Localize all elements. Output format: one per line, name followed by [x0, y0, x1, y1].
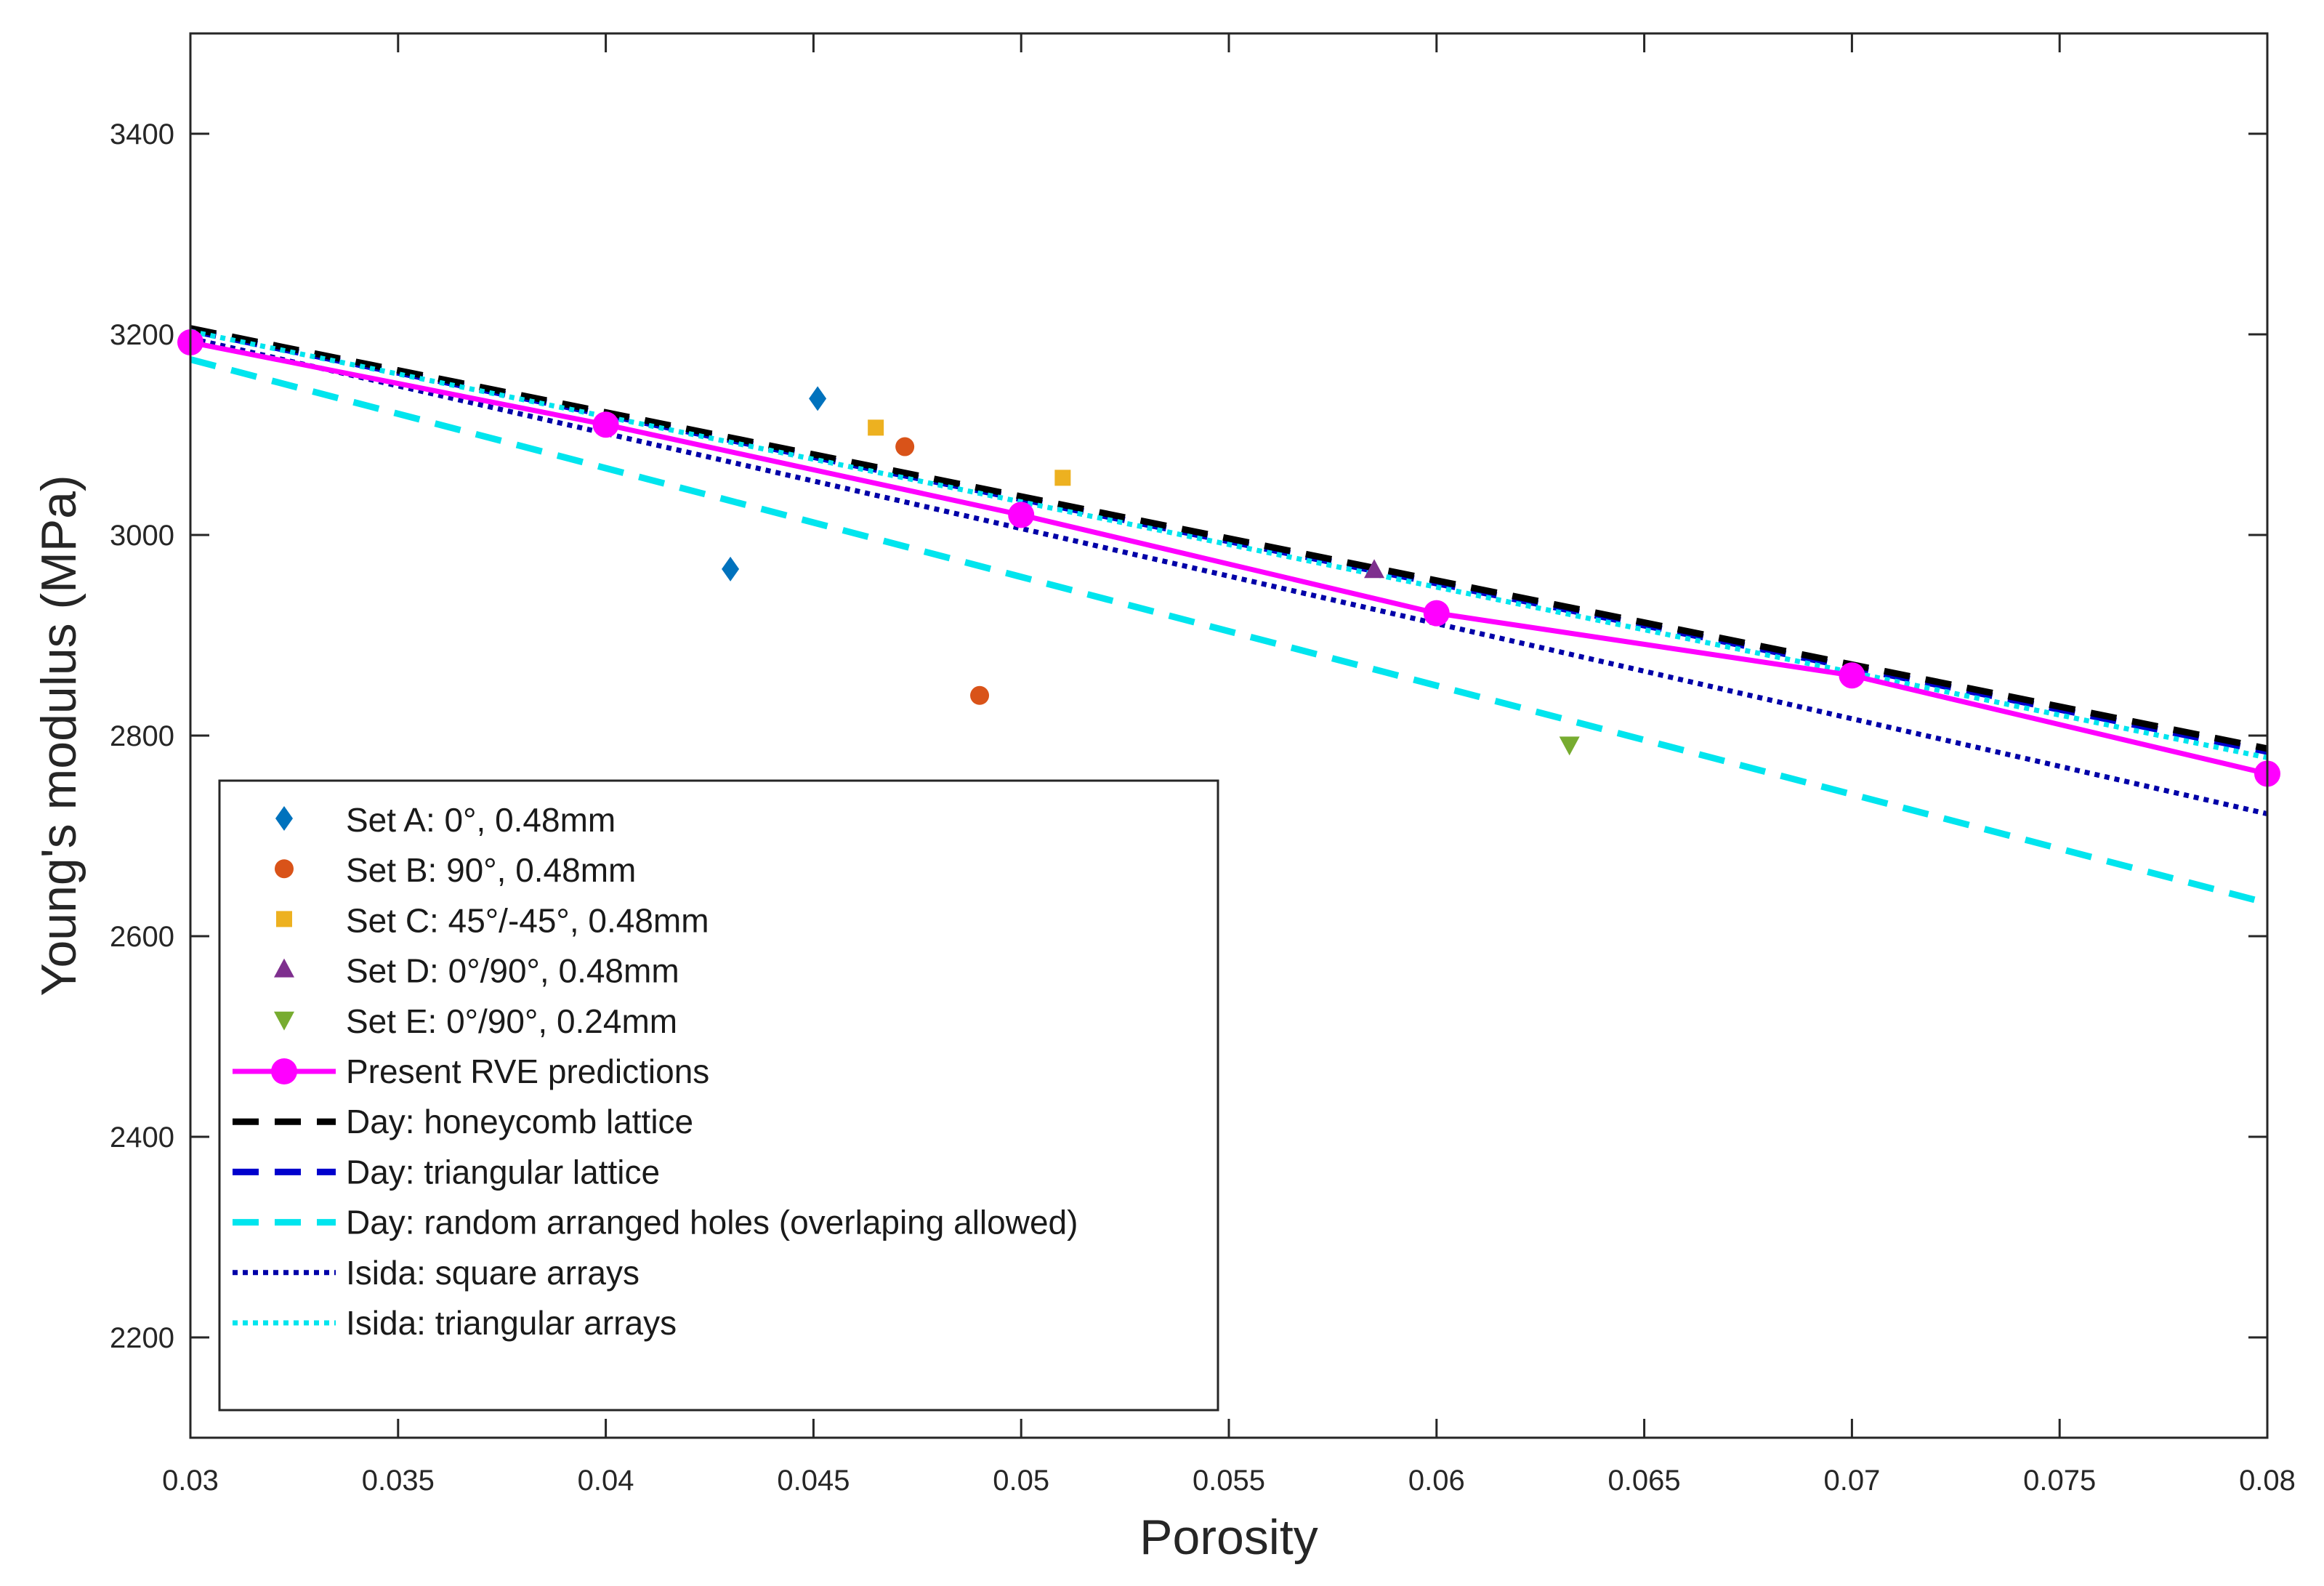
y-tick-label: 2800: [110, 720, 174, 752]
legend-swatch: [275, 806, 293, 831]
legend-label: Present RVE predictions: [346, 1052, 709, 1090]
legend-swatch-marker: [271, 1058, 297, 1084]
x-axis-ticks: 0.03 0.035 0.04 0.045 0.05 0.055 0.06 0.065 0.07…: [162, 33, 2296, 1497]
series-layer: [177, 325, 2280, 906]
y-tick-label: 2400: [110, 1122, 174, 1154]
plot-frame: [189, 32, 2269, 1439]
series-point: [592, 411, 619, 438]
scatter-point: [722, 556, 740, 581]
legend: Set A: 0°, 0.48mm Set B: 90°, 0.48mm Set C…: [218, 779, 1219, 1412]
x-tick-label: 0.08: [2239, 1465, 2296, 1497]
scatter-point: [895, 437, 915, 456]
scatter-point: [868, 419, 884, 436]
y-tick-label: 3400: [110, 118, 174, 150]
series-point: [1423, 600, 1450, 627]
y-tick-label: 3200: [110, 319, 174, 351]
legend-box: [218, 779, 1219, 1412]
legend-label: Day: triangular lattice: [346, 1153, 660, 1191]
x-tick-label: 0.04: [578, 1465, 634, 1497]
series-line: [189, 356, 2269, 906]
legend-swatch: [275, 859, 294, 879]
legend-label: Set B: 90°, 0.48mm: [346, 851, 636, 889]
y-tick-label: 2200: [110, 1322, 174, 1354]
x-tick-label: 0.07: [1823, 1465, 1880, 1497]
x-tick-label: 0.05: [993, 1465, 1049, 1497]
series-point: [1008, 502, 1035, 528]
y-axis-title: Young's modulus (MPa): [31, 475, 86, 996]
legend-swatch: [274, 958, 294, 978]
series-line: [190, 339, 2268, 776]
x-tick-label: 0.075: [2023, 1465, 2096, 1497]
x-tick-label: 0.06: [1408, 1465, 1465, 1497]
x-tick-label: 0.035: [362, 1465, 435, 1497]
series-line: [190, 325, 2268, 752]
y-tick-label: 3000: [110, 520, 174, 552]
legend-label: Set D: 0°/90°, 0.48mm: [346, 952, 679, 990]
x-tick-label: 0.045: [777, 1465, 850, 1497]
legend-label: Set C: 45°/-45°, 0.48mm: [346, 901, 709, 939]
x-tick-label: 0.065: [1608, 1465, 1681, 1497]
x-tick-label: 0.03: [162, 1465, 219, 1497]
scatter-point: [970, 685, 990, 705]
legend-label: Set A: 0°, 0.48mm: [346, 801, 616, 839]
scatter-point: [1364, 559, 1385, 579]
legend-label: Isida: square arrays: [346, 1254, 639, 1292]
legend-label: Isida: triangular arrays: [346, 1304, 677, 1342]
legend-label: Set E: 0°/90°, 0.24mm: [346, 1002, 677, 1040]
y-tick-label: 2600: [110, 921, 174, 953]
series-point: [1839, 662, 1865, 689]
legend-label: Day: honeycomb lattice: [346, 1103, 693, 1140]
legend-swatch: [276, 911, 292, 927]
legend-label: Day: random arranged holes (overlaping a…: [346, 1204, 1078, 1241]
x-tick-label: 0.055: [1193, 1465, 1265, 1497]
scatter-point: [809, 386, 827, 411]
x-axis-title: Porosity: [1139, 1510, 1318, 1565]
scatter-point: [1054, 470, 1071, 486]
y-axis-ticks: 2200 2400 2600 2800 3000 3200 3400: [110, 118, 2267, 1354]
scatter-point: [1559, 736, 1580, 756]
legend-swatch: [274, 1011, 294, 1031]
series-line: [190, 329, 2268, 760]
